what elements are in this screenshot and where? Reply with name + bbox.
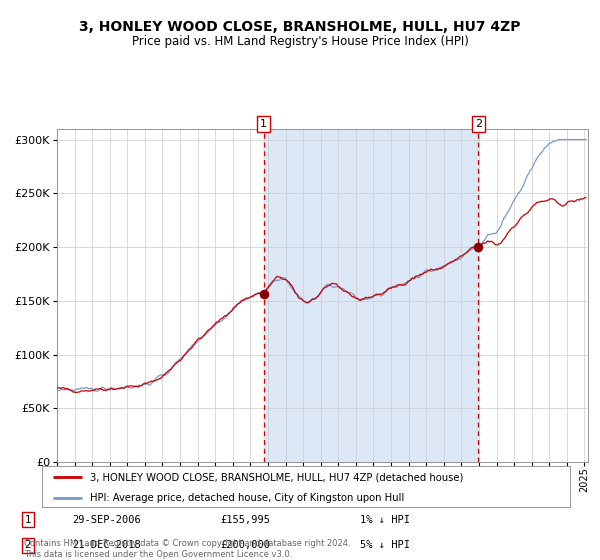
Text: 21-DEC-2018: 21-DEC-2018 bbox=[72, 540, 141, 550]
Text: 2: 2 bbox=[475, 119, 482, 129]
Text: Price paid vs. HM Land Registry's House Price Index (HPI): Price paid vs. HM Land Registry's House … bbox=[131, 35, 469, 48]
Text: 1% ↓ HPI: 1% ↓ HPI bbox=[360, 515, 410, 525]
Point bbox=[473, 242, 483, 251]
Text: HPI: Average price, detached house, City of Kingston upon Hull: HPI: Average price, detached house, City… bbox=[89, 493, 404, 503]
Text: 1: 1 bbox=[260, 119, 267, 129]
Text: 3, HONLEY WOOD CLOSE, BRANSHOLME, HULL, HU7 4ZP: 3, HONLEY WOOD CLOSE, BRANSHOLME, HULL, … bbox=[79, 20, 521, 34]
Text: 2: 2 bbox=[25, 540, 31, 550]
Text: 3, HONLEY WOOD CLOSE, BRANSHOLME, HULL, HU7 4ZP (detached house): 3, HONLEY WOOD CLOSE, BRANSHOLME, HULL, … bbox=[89, 473, 463, 482]
Text: Contains HM Land Registry data © Crown copyright and database right 2024.
This d: Contains HM Land Registry data © Crown c… bbox=[24, 539, 350, 559]
Text: £200,000: £200,000 bbox=[220, 540, 270, 550]
Text: £155,995: £155,995 bbox=[220, 515, 270, 525]
Text: 1: 1 bbox=[25, 515, 31, 525]
Point bbox=[259, 290, 268, 299]
Text: 5% ↓ HPI: 5% ↓ HPI bbox=[360, 540, 410, 550]
Text: 29-SEP-2006: 29-SEP-2006 bbox=[72, 515, 141, 525]
